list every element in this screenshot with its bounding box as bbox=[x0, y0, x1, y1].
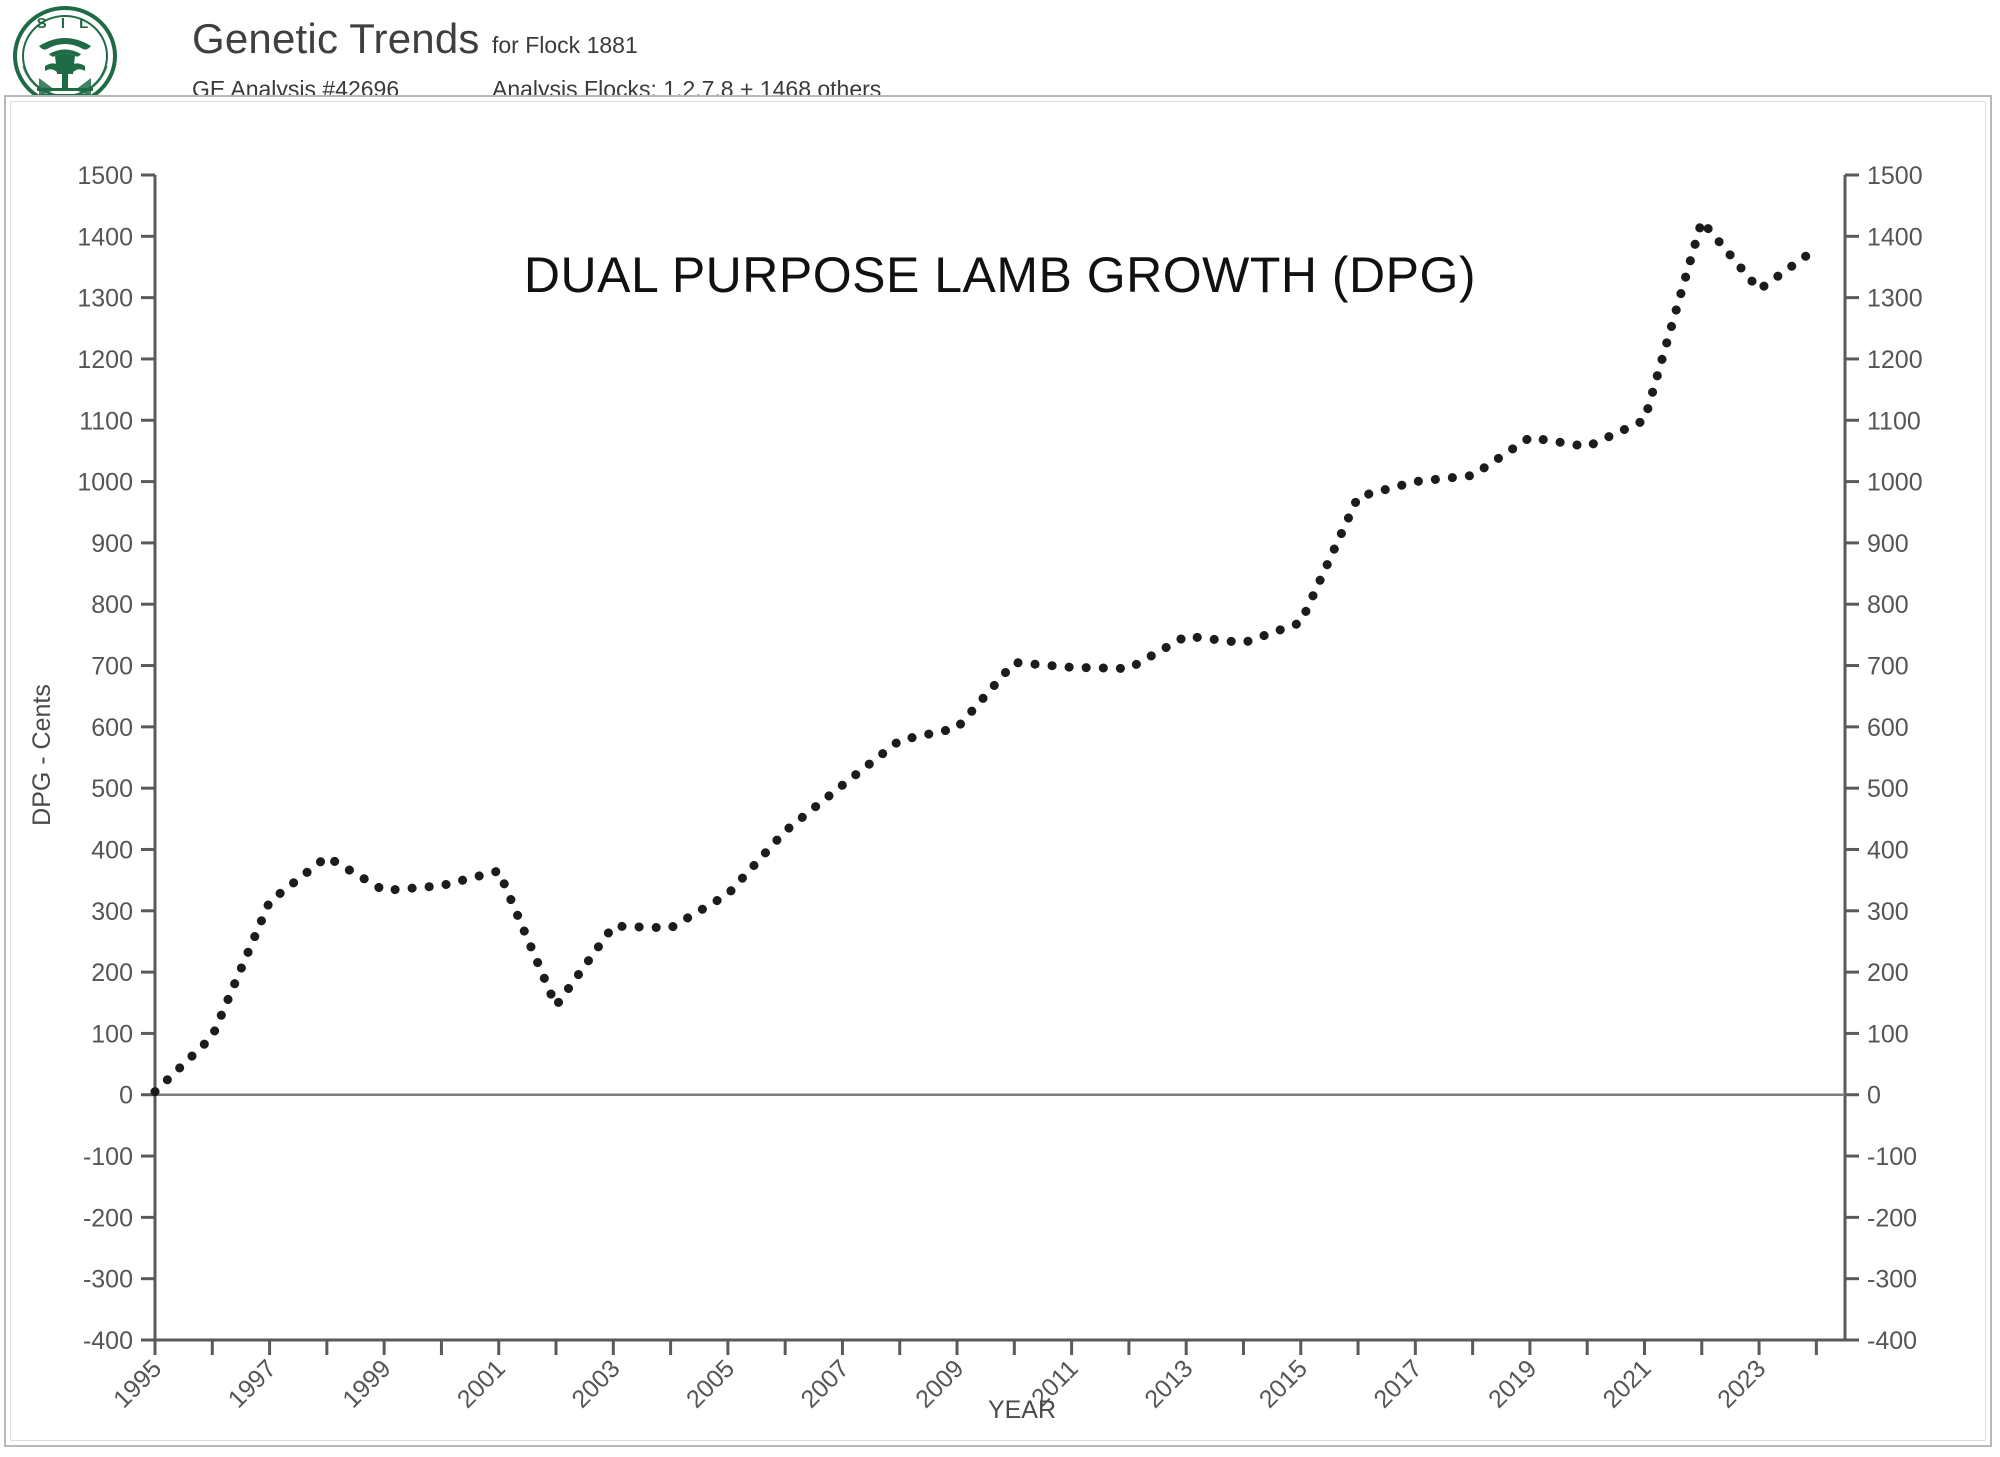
sil-logo-icon: S I L SHEEP IMPROVEMENT LIMITED bbox=[10, 6, 119, 106]
header-title-row: Genetic Trends for Flock 1881 bbox=[192, 14, 881, 70]
chart-frame-inner-border bbox=[10, 101, 1986, 1441]
svg-text:S I L: S I L bbox=[37, 15, 94, 32]
chart-frame bbox=[4, 95, 1992, 1447]
page-title: Genetic Trends bbox=[192, 15, 480, 62]
flock-subtitle: for Flock 1881 bbox=[492, 32, 638, 58]
